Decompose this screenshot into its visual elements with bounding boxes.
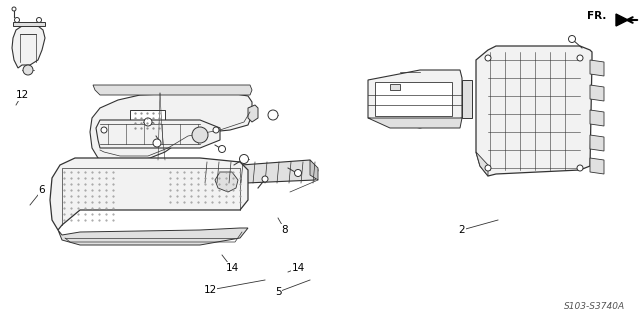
Polygon shape xyxy=(590,158,604,174)
Polygon shape xyxy=(13,22,45,26)
Polygon shape xyxy=(215,172,238,192)
Polygon shape xyxy=(50,158,248,230)
Polygon shape xyxy=(590,85,604,101)
Circle shape xyxy=(294,169,301,176)
Text: S103-S3740A: S103-S3740A xyxy=(564,302,625,311)
Polygon shape xyxy=(248,105,258,122)
Polygon shape xyxy=(58,228,248,245)
Polygon shape xyxy=(590,60,604,76)
Polygon shape xyxy=(90,93,252,162)
Text: 8: 8 xyxy=(282,225,288,235)
Circle shape xyxy=(213,127,219,133)
Circle shape xyxy=(12,7,16,11)
Polygon shape xyxy=(195,160,318,185)
Circle shape xyxy=(15,18,19,23)
Polygon shape xyxy=(310,160,318,180)
Text: 14: 14 xyxy=(225,263,239,273)
Circle shape xyxy=(577,55,583,61)
Text: 2: 2 xyxy=(459,225,465,235)
Polygon shape xyxy=(476,46,592,176)
Circle shape xyxy=(268,110,278,120)
Circle shape xyxy=(144,118,152,126)
Polygon shape xyxy=(476,152,488,176)
Polygon shape xyxy=(462,80,472,118)
Circle shape xyxy=(485,55,491,61)
Text: 14: 14 xyxy=(291,263,305,273)
Polygon shape xyxy=(96,120,220,148)
Text: 12: 12 xyxy=(15,90,29,100)
Polygon shape xyxy=(130,110,165,130)
Circle shape xyxy=(262,176,268,182)
Polygon shape xyxy=(590,110,604,126)
Text: 12: 12 xyxy=(204,285,216,295)
Circle shape xyxy=(485,165,491,171)
Circle shape xyxy=(153,139,161,147)
Circle shape xyxy=(218,145,225,152)
Circle shape xyxy=(577,165,583,171)
Circle shape xyxy=(568,35,575,42)
Circle shape xyxy=(239,154,248,164)
Polygon shape xyxy=(390,84,400,90)
Polygon shape xyxy=(375,82,452,116)
Polygon shape xyxy=(12,24,45,68)
Circle shape xyxy=(192,127,208,143)
Polygon shape xyxy=(93,85,252,95)
Text: 6: 6 xyxy=(38,185,45,195)
Polygon shape xyxy=(616,14,628,26)
Text: 5: 5 xyxy=(275,287,282,297)
Circle shape xyxy=(23,65,33,75)
Polygon shape xyxy=(195,162,200,185)
Polygon shape xyxy=(368,70,462,128)
Polygon shape xyxy=(590,135,604,151)
Text: FR.: FR. xyxy=(587,11,606,21)
Circle shape xyxy=(101,127,107,133)
Polygon shape xyxy=(368,118,462,128)
Circle shape xyxy=(36,18,42,23)
